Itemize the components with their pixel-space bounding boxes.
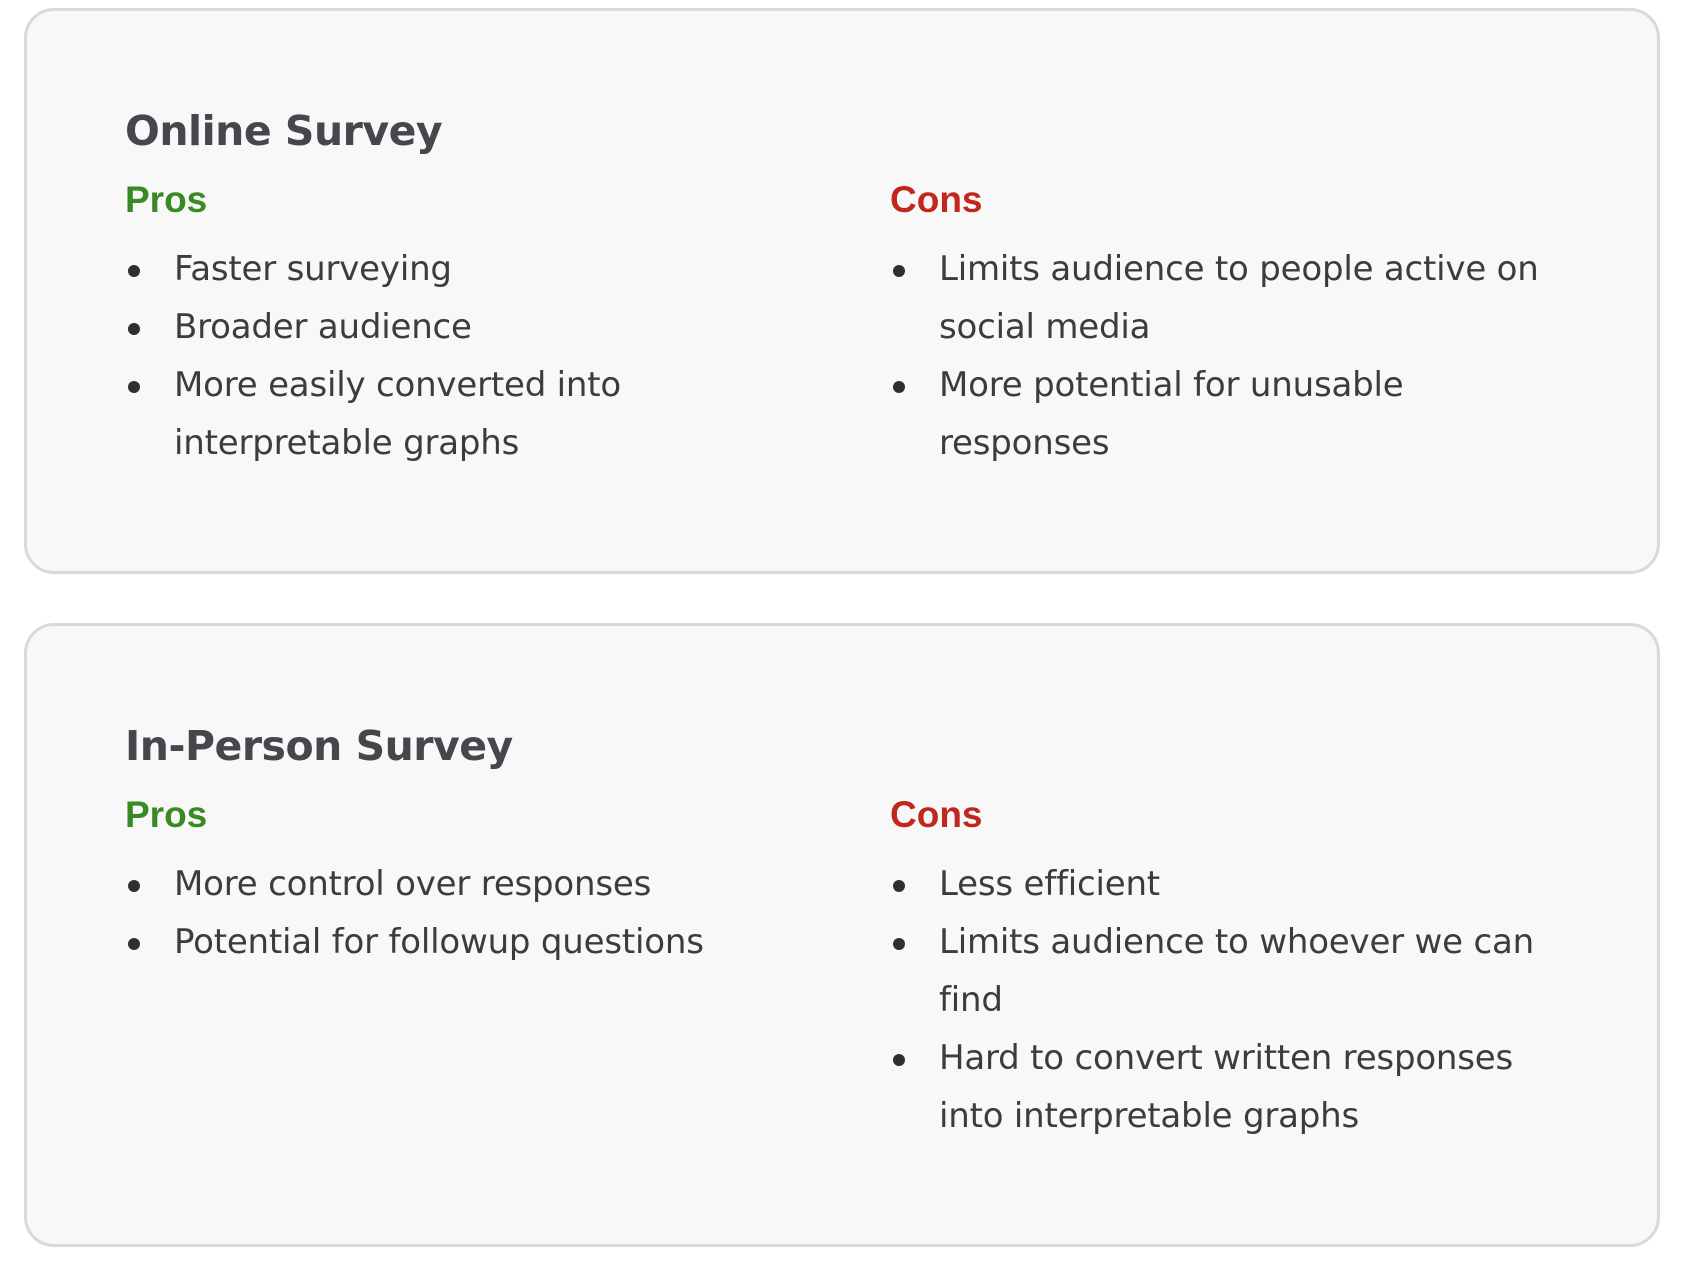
list-item: Limits audience to whoever we can find xyxy=(890,913,1579,1029)
list-item: Less efficient xyxy=(890,855,1579,913)
cons-heading: Cons xyxy=(890,794,983,835)
bullet-icon xyxy=(128,381,140,393)
list-item-text: More control over responses xyxy=(174,864,652,904)
bullet-icon xyxy=(128,938,140,950)
bullet-icon xyxy=(893,938,905,950)
list-item: Faster surveying xyxy=(125,240,734,298)
pros-column: Pros More control over responses Potenti… xyxy=(125,796,805,971)
cons-heading: Cons xyxy=(890,179,983,220)
pros-list: Faster surveying Broader audience More e… xyxy=(125,240,805,472)
list-item-text: More easily converted into interpretable… xyxy=(174,365,622,463)
pros-list: More control over responses Potential fo… xyxy=(125,855,805,971)
survey-card-online: Online Survey Pros Faster surveying Broa… xyxy=(24,8,1660,574)
cons-column: Cons Less efficient Limits audience to w… xyxy=(890,796,1610,1145)
list-item-text: Limits audience to whoever we can find xyxy=(939,922,1534,1020)
cons-list: Less efficient Limits audience to whoeve… xyxy=(890,855,1610,1145)
list-item-text: Potential for followup questions xyxy=(174,922,704,962)
list-item-text: Less efficient xyxy=(939,864,1160,904)
bullet-icon xyxy=(128,265,140,277)
pros-heading: Pros xyxy=(125,794,208,835)
pros-column: Pros Faster surveying Broader audience M… xyxy=(125,181,805,472)
list-item: Broader audience xyxy=(125,298,734,356)
list-item-text: More potential for unusable responses xyxy=(939,365,1404,463)
pros-heading: Pros xyxy=(125,179,208,220)
bullet-icon xyxy=(893,1054,905,1066)
bullet-icon xyxy=(128,880,140,892)
list-item: More easily converted into interpretable… xyxy=(125,356,734,472)
survey-card-in-person: In-Person Survey Pros More control over … xyxy=(24,623,1660,1247)
list-item-text: Faster surveying xyxy=(174,249,452,289)
bullet-icon xyxy=(128,323,140,335)
card-title: In-Person Survey xyxy=(125,722,513,770)
list-item: More control over responses xyxy=(125,855,734,913)
cons-list: Limits audience to people active on soci… xyxy=(890,240,1610,472)
list-item: Limits audience to people active on soci… xyxy=(890,240,1579,356)
bullet-icon xyxy=(893,381,905,393)
cons-column: Cons Limits audience to people active on… xyxy=(890,181,1610,472)
list-item-text: Limits audience to people active on soci… xyxy=(939,249,1539,347)
list-item: Potential for followup questions xyxy=(125,913,734,971)
list-item-text: Broader audience xyxy=(174,307,472,347)
list-item-text: Hard to convert written responses into i… xyxy=(939,1038,1514,1136)
list-item: More potential for unusable responses xyxy=(890,356,1579,472)
card-title: Online Survey xyxy=(125,107,443,155)
list-item: Hard to convert written responses into i… xyxy=(890,1029,1579,1145)
bullet-icon xyxy=(893,265,905,277)
bullet-icon xyxy=(893,880,905,892)
